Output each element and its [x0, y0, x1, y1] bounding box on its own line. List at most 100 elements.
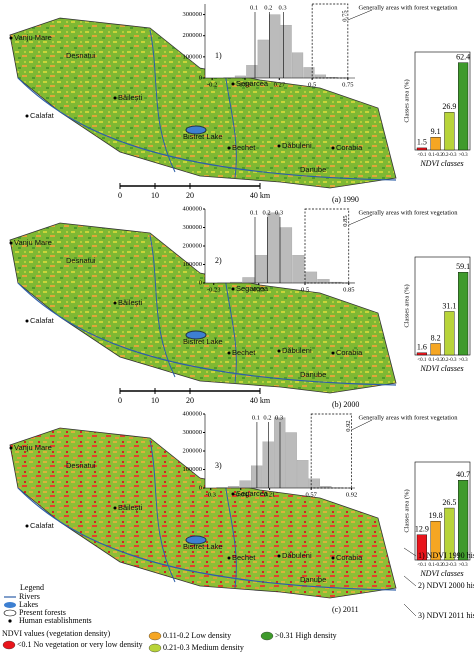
y-tick-label: 300000 [183, 224, 203, 231]
x-tick-label: 0.5 [308, 81, 316, 88]
x-tick-label: 0.27 [274, 81, 286, 88]
bar [458, 272, 469, 356]
place-label: Desnatui [66, 461, 96, 470]
place-label: Băilești [118, 93, 143, 102]
threshold-label: 0.3 [279, 4, 287, 11]
histogram-legend: 2) NDVI 2000 histogram [418, 581, 474, 590]
place-label: Danube [300, 575, 326, 584]
panel-label: (a) 1990 [332, 195, 359, 204]
category-label: <0.1 [417, 563, 427, 568]
value-label: 9.1 [431, 127, 441, 136]
town-dot [113, 96, 117, 100]
histogram-leader [403, 603, 417, 617]
scale-label: 10 [151, 396, 159, 405]
legend-dot [8, 619, 12, 623]
scale-label: 0 [118, 396, 122, 405]
x-tick-label: 0.5 [301, 286, 309, 293]
bar [416, 147, 427, 151]
place-label: Bistret Lake [183, 542, 223, 551]
histogram-bar [279, 227, 293, 284]
category-label: 0.1-0.2 [429, 358, 444, 363]
y-tick-label: 0 [199, 279, 202, 286]
x-tick-label: 0.85 [343, 286, 354, 293]
forest-box [304, 208, 350, 284]
place-label: Bistret Lake [183, 337, 223, 346]
value-label: 1.5 [417, 138, 427, 147]
x-tick-label: -0.23 [207, 286, 221, 293]
threshold-label: 0.3 [275, 414, 283, 421]
legend-item: Human establishments [19, 616, 92, 625]
histogram-legend: 1) NDVI 1990 histogram [418, 551, 474, 560]
bar [430, 137, 441, 151]
place-label: Bechet [232, 348, 256, 357]
y-tick-label: 200000 [183, 447, 203, 454]
y-tick-label: 0 [199, 484, 202, 491]
value-label: 19.8 [429, 511, 443, 520]
legend-item: Present forests [19, 608, 66, 617]
leader [347, 9, 373, 21]
legend-class: <0.1 No vegetation or very low density [17, 640, 143, 649]
threshold-label: 0.1 [250, 4, 258, 11]
town-dot [25, 319, 29, 323]
town-dot [277, 349, 281, 353]
value-label: 40.7 [456, 470, 470, 479]
place-label: Desnatui [66, 51, 96, 60]
leader [351, 419, 373, 431]
category-label: 0.2-0.3 [442, 153, 457, 158]
scale-label: 40 km [250, 191, 271, 200]
river [149, 29, 176, 173]
value-label: 62.4 [456, 52, 470, 61]
histogram-bar [317, 279, 330, 284]
lake [185, 125, 207, 135]
town-dot [227, 556, 231, 560]
legend-item: Rivers [19, 592, 40, 601]
place-label: Bistret Lake [183, 132, 223, 141]
histogram-bar [291, 52, 304, 79]
x-tick-label: -0.2 [207, 81, 217, 88]
town-dot [25, 114, 29, 118]
town-dot [231, 492, 235, 496]
place-label: Dăbuleni [282, 551, 312, 560]
place-label: Vanju Mare [14, 33, 52, 42]
box-label: 0.85 [342, 215, 349, 226]
value-label: 8.2 [431, 333, 441, 342]
place-label: Bechet [232, 143, 256, 152]
river [224, 71, 237, 179]
town-dot [331, 556, 335, 560]
bar [444, 507, 455, 561]
histogram-bar [292, 255, 305, 284]
legend-title: Legend [20, 583, 44, 592]
x-tick-label: 0.57 [305, 491, 317, 498]
place-label: Corabia [336, 348, 363, 357]
category-label: >0.3 [459, 358, 469, 363]
scale-label: 10 [151, 191, 159, 200]
value-label: 26.9 [442, 102, 456, 111]
box-label: 0.75 [341, 10, 348, 21]
histogram-bar [246, 65, 258, 79]
y-tick-label: 100000 [183, 261, 203, 268]
histogram-bar [280, 24, 292, 79]
x-tick-label: 0.13 [253, 286, 264, 293]
town-dot [231, 82, 235, 86]
y-tick-label: 100000 [183, 466, 203, 473]
annotation: Generally areas with forest vegetation [359, 4, 459, 11]
river [17, 77, 397, 181]
scale-label: 40 km [250, 396, 271, 405]
x-tick-label: -0.04 [234, 491, 248, 498]
x-tick-label: 0.75 [342, 81, 353, 88]
y-axis-label: Classes area (%) [403, 284, 410, 327]
histogram-id: 3) [215, 461, 222, 470]
y-axis-label: Classes area (%) [403, 489, 410, 532]
place-label: Corabia [336, 143, 363, 152]
threshold-label: 0.3 [275, 209, 283, 216]
place-label: Segarcea [236, 284, 269, 293]
town-dot [331, 146, 335, 150]
y-tick-label: 400000 [183, 205, 203, 212]
histogram-bar [303, 67, 315, 79]
forest-box [311, 3, 349, 79]
y-axis-label: Classes area (%) [403, 79, 410, 122]
panel-label: (c) 2011 [332, 605, 359, 614]
legend-swatch [2, 640, 16, 650]
histogram-bar [254, 255, 268, 284]
